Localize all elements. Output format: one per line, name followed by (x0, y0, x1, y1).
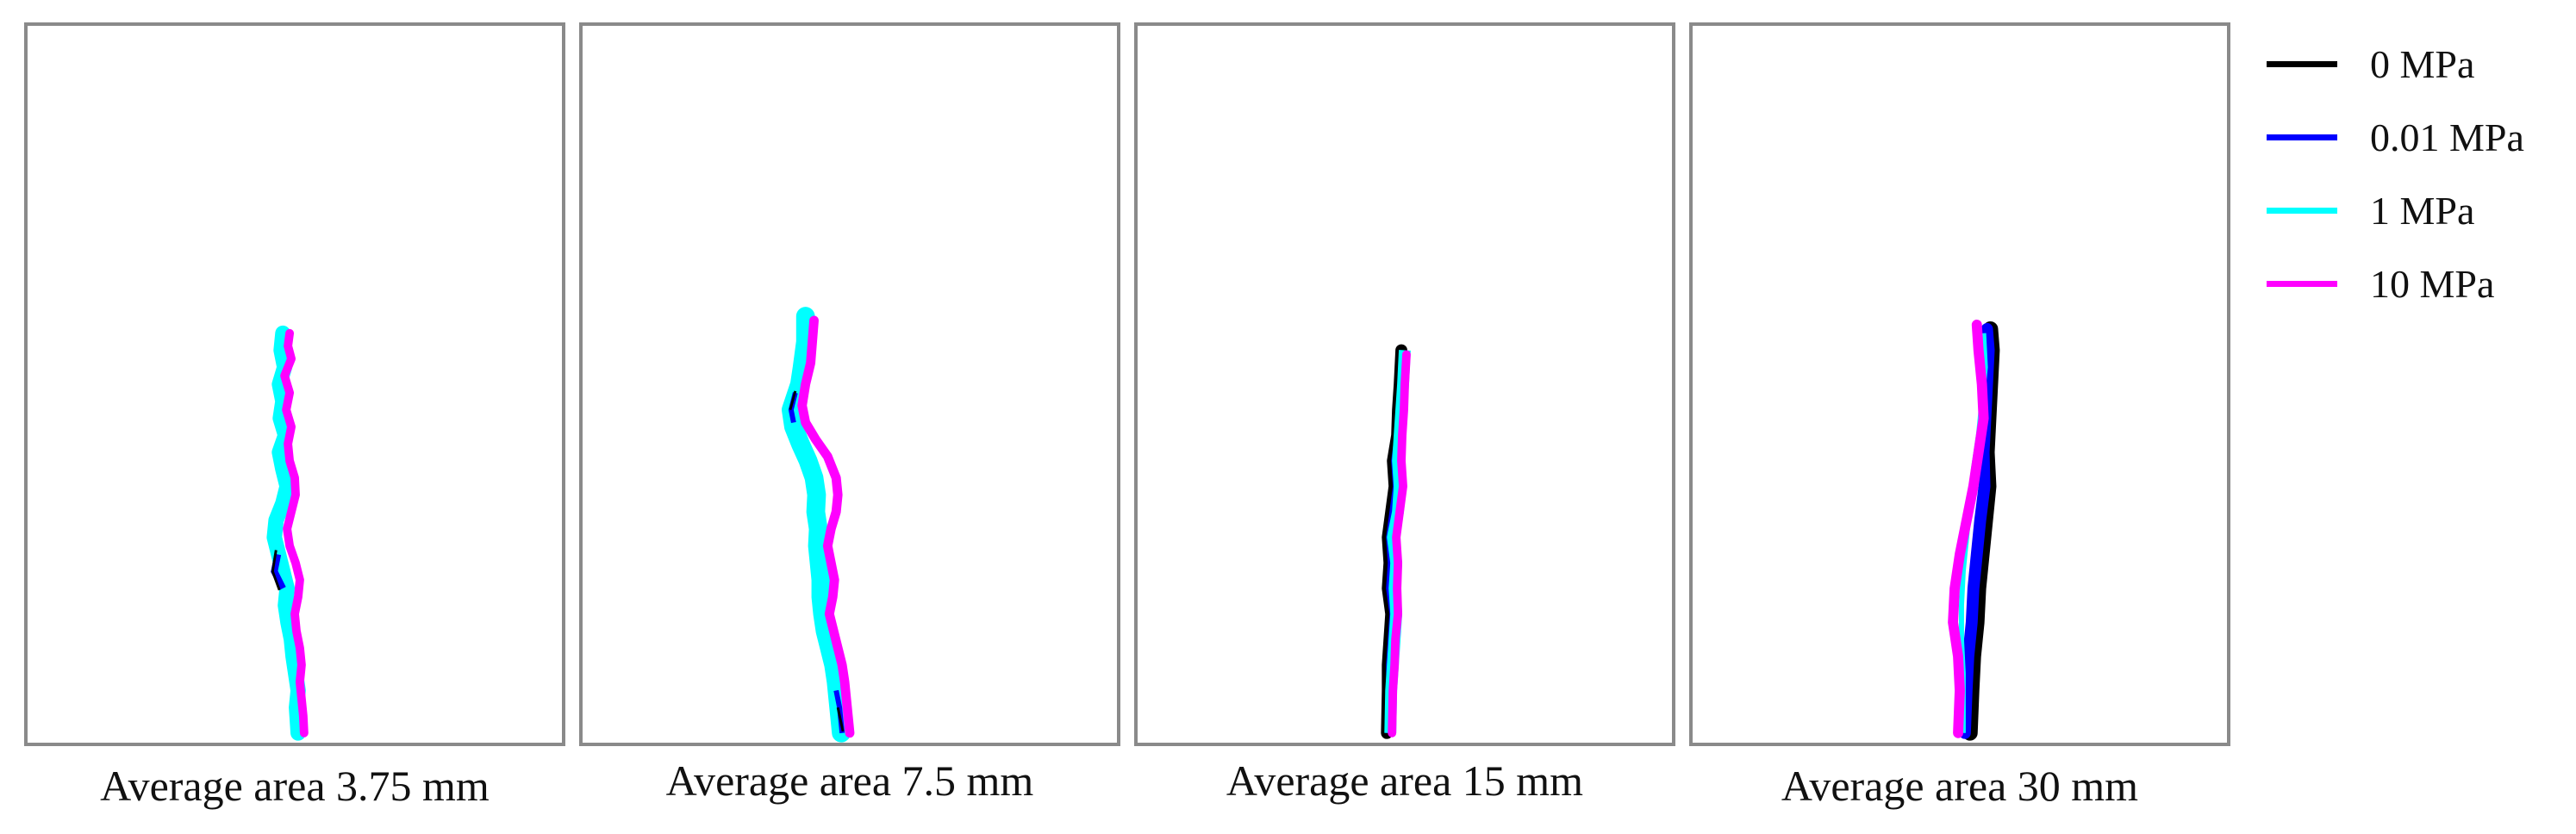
crack-plot-4 (1948, 319, 2000, 741)
caption-panel-3: Average area 15 mm (1226, 756, 1584, 805)
crack-trace-0mpa (789, 390, 845, 732)
crack-trace-10mpa (1388, 350, 1411, 738)
legend-swatch (2267, 208, 2337, 214)
crack-trace-0-01mpa (271, 553, 286, 590)
crack-trace-10mpa (1948, 319, 1989, 738)
crack-trace-1mpa (266, 325, 306, 741)
crack-plot-1 (266, 325, 309, 741)
crack-plot-2 (782, 307, 855, 743)
caption-panel-2: Average area 7.5 mm (665, 756, 1034, 805)
legend-swatch (2267, 281, 2337, 287)
crack-trace-0mpa (271, 550, 281, 591)
legend-swatch (2267, 61, 2337, 67)
legend-swatch (2267, 134, 2337, 140)
legend-label: 1 MPa (2370, 189, 2475, 233)
crack-plot-3 (1381, 344, 1411, 739)
crack-trace-10mpa (280, 328, 309, 738)
panel-average-area-7-5 (579, 22, 1120, 746)
legend-label: 10 MPa (2370, 262, 2495, 306)
legend-label: 0.01 MPa (2370, 115, 2524, 159)
caption-panel-1: Average area 3.75 mm (100, 762, 490, 810)
legend-label: 0 MPa (2370, 42, 2475, 86)
crack-trace-10mpa (797, 315, 855, 738)
panel-average-area-15 (1134, 22, 1675, 746)
panel-average-area-30 (1689, 22, 2230, 746)
panel-average-area-3-75 (24, 22, 565, 746)
caption-panel-4: Average area 30 mm (1781, 762, 2139, 810)
